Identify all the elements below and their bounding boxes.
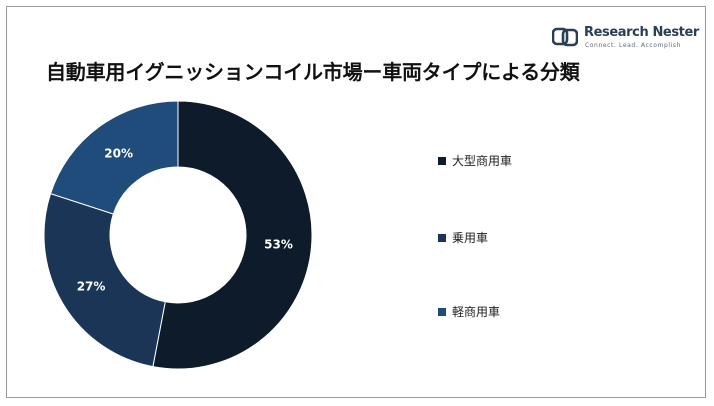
brand-tagline: Connect. Lead. Accomplish: [585, 42, 682, 49]
donut-labels: 53% 27% 20%: [77, 146, 293, 293]
legend-label: 軽商用車: [452, 305, 501, 319]
donut-slice-passenger-car: [43, 192, 166, 368]
donut-slice-light-commercial: [49, 100, 179, 215]
data-label-light-commercial: 20%: [104, 146, 133, 160]
data-label-passenger-car: 27%: [77, 279, 106, 293]
brand-name: Research Nester: [584, 25, 699, 40]
legend-item-passenger-car: 乗用車: [438, 229, 488, 246]
chart-title: 自動車用イグニッションコイル市場ー車両タイプによる分類: [46, 60, 580, 84]
research-nester-logo-icon: [552, 27, 578, 47]
donut-slices: [43, 100, 313, 370]
legend-item-light-commercial: 軽商用車: [438, 303, 500, 320]
legend-swatch: [438, 233, 446, 242]
legend-label: 乗用車: [452, 231, 489, 245]
legend-swatch: [438, 307, 446, 316]
legend-item-heavy-commercial: 大型商用車: [438, 152, 512, 169]
legend-label: 大型商用車: [452, 154, 513, 168]
donut-slice-heavy-commercial: [152, 100, 313, 370]
data-label-heavy-commercial: 53%: [264, 238, 293, 252]
brand-logo: Research Nester Connect. Lead. Accomplis…: [552, 24, 699, 52]
legend-swatch: [438, 156, 446, 165]
